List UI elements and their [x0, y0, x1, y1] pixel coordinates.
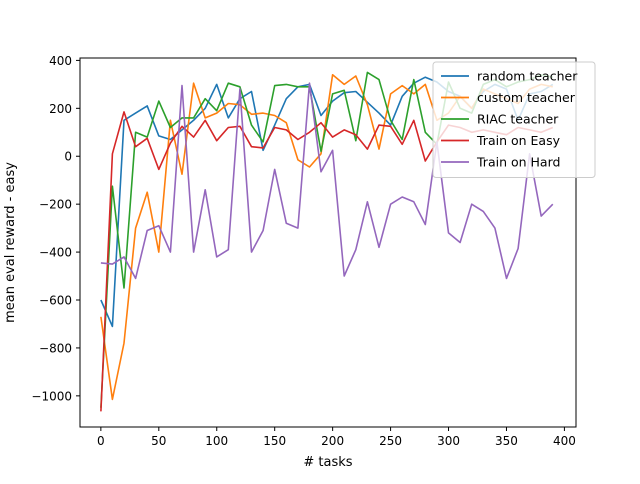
- legend-label: RIAC teacher: [477, 112, 559, 127]
- y-tick-label: −200: [39, 198, 72, 212]
- x-axis-ticks: 0 50 100 150 200 250 300 350 400: [97, 427, 576, 448]
- y-axis-ticks: 400 200 0 −200 −400 −600 −800 −1000: [31, 54, 80, 403]
- x-tick-label: 250: [379, 434, 402, 448]
- axes-frame: [79, 57, 577, 428]
- y-axis-label: mean eval reward - easy: [3, 162, 18, 323]
- x-tick-label: 50: [151, 434, 166, 448]
- legend-label: Train on Easy: [476, 133, 561, 148]
- y-tick-label: 400: [49, 54, 72, 68]
- y-tick-label: 200: [49, 102, 72, 116]
- legend-box: [432, 61, 596, 178]
- x-tick-label: 100: [205, 434, 228, 448]
- x-axis-label: # tasks: [303, 455, 352, 470]
- x-tick-label: 150: [263, 434, 286, 448]
- x-tick-label: 200: [321, 434, 344, 448]
- y-tick-label: 0: [64, 150, 72, 164]
- series-line-4: [100, 82, 554, 280]
- x-tick-label: 350: [495, 434, 518, 448]
- x-tick-label: 0: [97, 434, 105, 448]
- legend-label: Train on Hard: [476, 155, 560, 170]
- legend: random teacher custom teacher RIAC teacher…: [432, 61, 596, 178]
- y-tick-label: −1000: [31, 389, 72, 403]
- legend-label: custom teacher: [477, 90, 576, 105]
- x-tick-label: 400: [553, 434, 576, 448]
- x-tick-label: 300: [437, 434, 460, 448]
- y-tick-label: −400: [39, 246, 72, 260]
- y-tick-label: −800: [39, 341, 72, 355]
- y-tick-label: −600: [39, 294, 72, 308]
- legend-label: random teacher: [477, 69, 578, 84]
